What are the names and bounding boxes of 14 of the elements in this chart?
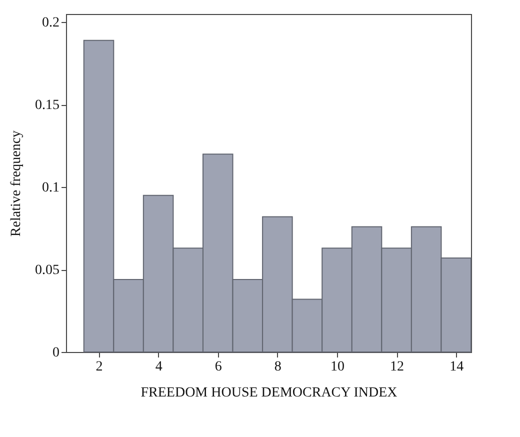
y-tick-label: 0.1 [42,180,60,196]
y-tick-label: 0 [52,346,60,360]
y-tick-label: 0.05 [35,263,60,278]
x-tick-label: 10 [330,360,344,374]
x-tick-label: 6 [214,360,222,374]
x-tick-label: 4 [155,360,162,374]
y-axis-title: Relative frequency [9,130,24,237]
x-tick-label: 2 [96,360,103,374]
x-tick-label: 14 [450,360,464,374]
x-tick-label: 12 [390,360,404,374]
x-axis-title: FREEDOM HOUSE DEMOCRACY INDEX [140,386,398,400]
y-tick-label: 0.15 [35,98,60,114]
y-tick-label: 0.2 [42,16,60,31]
x-tick-label: 8 [274,360,282,374]
